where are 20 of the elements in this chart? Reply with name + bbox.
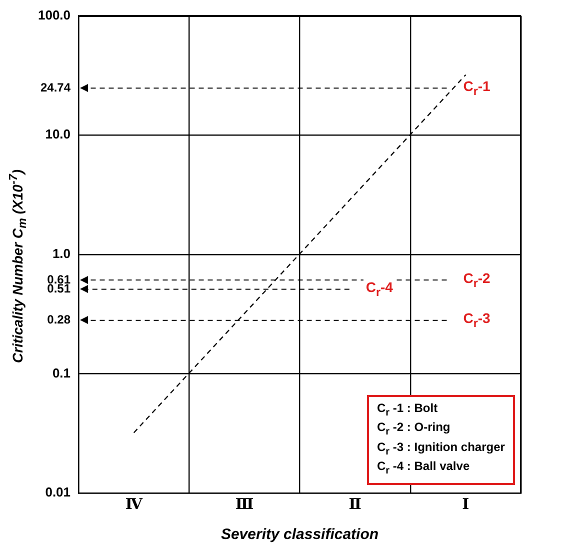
ref-line-label: 24.74 — [40, 80, 71, 94]
x-tick-label: Ⅳ — [125, 494, 144, 513]
annotation: C$_{r}$ -3 : Ignition charger — [377, 440, 505, 460]
y-tick-label: 100.0 — [38, 7, 71, 22]
x-axis-title: Severity classification — [220, 526, 380, 543]
y-tick-label: 0.1 — [52, 365, 71, 380]
x-tick-label: Ⅰ — [462, 494, 470, 513]
x-tick-label: Ⅱ — [348, 494, 362, 513]
y-tick-label: 10.0 — [45, 126, 71, 142]
annotation: C$_{r}$-4 — [364, 279, 395, 300]
annotation: C$_{r}$ -1 : Bolt — [377, 401, 439, 420]
annotation: C$_{r}$ -4 : Ball valve — [377, 459, 471, 479]
annotation: C$_{r}$-1 — [461, 78, 492, 98]
ref-line-label: 0.28 — [47, 312, 71, 327]
y-tick-label: 1.0 — [52, 246, 71, 261]
annotation: C$_{r}$-3 — [461, 310, 492, 330]
x-tick-label: Ⅲ — [235, 494, 254, 513]
y-tick-label: 0.01 — [45, 484, 71, 500]
annotation: C$_{r}$ -2 : O-ring — [377, 420, 452, 440]
annotation: C$_{r}$-2 — [461, 270, 492, 290]
